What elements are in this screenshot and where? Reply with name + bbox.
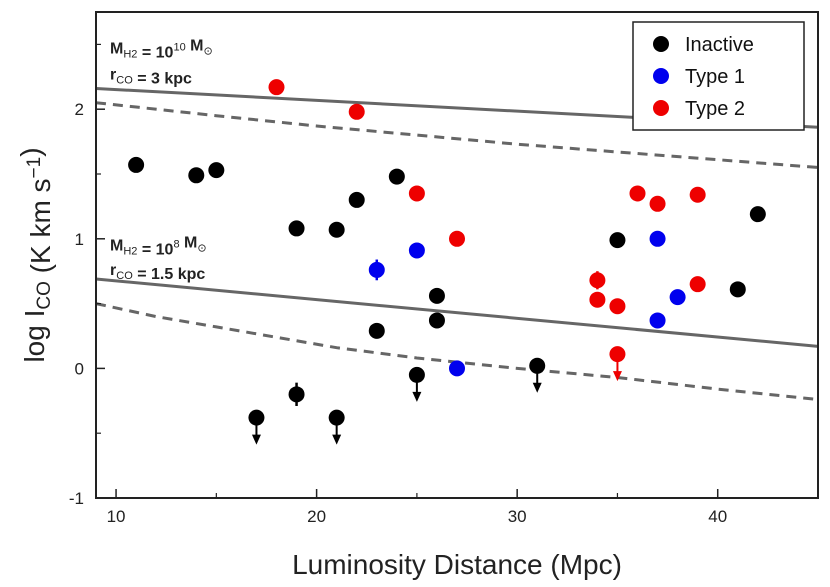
data-point-type-1 xyxy=(449,360,465,377)
data-point-inactive xyxy=(288,386,305,403)
data-point-type-2 xyxy=(609,346,626,363)
legend-label: Inactive xyxy=(685,34,754,56)
legend-label: Type 2 xyxy=(685,98,745,120)
data-point-type-2 xyxy=(629,185,646,202)
data-point-type-1 xyxy=(408,242,425,259)
data-point-type-2 xyxy=(449,230,465,247)
data-point-inactive xyxy=(388,168,405,185)
data-point-type-2 xyxy=(589,291,606,308)
upper-limit-arrowhead xyxy=(332,434,342,445)
model-annotation: MH2 = 1010 M⊙ xyxy=(110,37,213,61)
data-point-type-2 xyxy=(689,186,706,203)
data-point-inactive xyxy=(248,409,265,426)
reference-line-dashed xyxy=(95,101,819,169)
y-tick-label: -1 xyxy=(69,489,84,508)
data-point-inactive xyxy=(188,167,205,184)
model-annotation: rCO = 3 kpc xyxy=(110,66,192,87)
x-tick-label: 10 xyxy=(107,507,126,526)
data-point-type-2 xyxy=(408,185,425,202)
reference-line-solid xyxy=(95,277,819,348)
data-point-inactive xyxy=(729,281,746,298)
y-tick-label: 2 xyxy=(75,100,84,119)
data-point-inactive xyxy=(128,156,145,173)
model-annotations: MH2 = 1010 M⊙ rCO = 3 kpc MH2 = 108 M⊙ rCO … xyxy=(110,37,213,283)
reference-line-dashed xyxy=(95,302,819,401)
data-point-inactive xyxy=(328,221,345,238)
data-point-type-1 xyxy=(368,261,385,278)
data-point-inactive xyxy=(609,232,626,249)
data-point-type-2 xyxy=(268,79,285,96)
legend-marker xyxy=(653,36,669,52)
model-annotation: MH2 = 108 M⊙ xyxy=(110,234,207,258)
data-point-inactive xyxy=(749,206,766,223)
y-tick-label: 0 xyxy=(75,359,84,378)
upper-limit-arrowhead xyxy=(532,382,542,393)
data-point-type-2 xyxy=(689,276,706,293)
data-point-type-1 xyxy=(649,230,666,247)
data-point-type-2 xyxy=(348,103,365,120)
y-tick-label: 1 xyxy=(75,230,84,249)
data-point-inactive xyxy=(428,287,445,304)
upper-limit-arrowhead xyxy=(612,371,622,382)
legend: Inactive Type 1 Type 2 xyxy=(632,21,805,131)
legend-marker xyxy=(653,68,669,84)
data-point-inactive xyxy=(428,312,445,329)
plot-frame xyxy=(95,11,819,499)
legend-label: Type 1 xyxy=(685,66,745,88)
x-tick-label: 20 xyxy=(307,507,326,526)
data-point-type-2 xyxy=(649,195,666,212)
y-axis-title: log ICO (K km s−1) xyxy=(15,147,56,362)
data-point-type-2 xyxy=(609,298,626,315)
data-point-inactive xyxy=(529,357,546,374)
data-point-inactive xyxy=(328,409,345,426)
data-points xyxy=(128,79,766,445)
upper-limit-arrowhead xyxy=(251,434,261,445)
data-point-inactive xyxy=(208,162,225,179)
model-annotation: rCO = 1.5 kpc xyxy=(110,262,205,283)
x-tick-label: 40 xyxy=(708,507,727,526)
data-point-type-1 xyxy=(669,289,686,306)
data-point-inactive xyxy=(408,366,425,383)
data-point-type-2 xyxy=(589,272,606,289)
data-point-inactive xyxy=(288,220,305,237)
x-tick-label: 30 xyxy=(508,507,527,526)
upper-limit-arrowhead xyxy=(412,391,422,402)
data-point-inactive xyxy=(348,191,365,208)
legend-marker xyxy=(653,100,669,116)
data-point-inactive xyxy=(368,322,385,339)
x-axis-title: Luminosity Distance (Mpc) xyxy=(292,549,622,580)
axis-ticks: 10 20 30 40 -1 0 1 2 xyxy=(69,43,727,526)
data-point-type-1 xyxy=(649,312,666,329)
